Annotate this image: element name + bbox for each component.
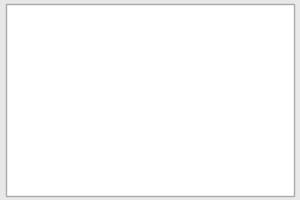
Y-axis label: Concentration(ng/mL): Concentration(ng/mL) xyxy=(39,37,49,145)
X-axis label: Optical Density: Optical Density xyxy=(130,172,206,182)
